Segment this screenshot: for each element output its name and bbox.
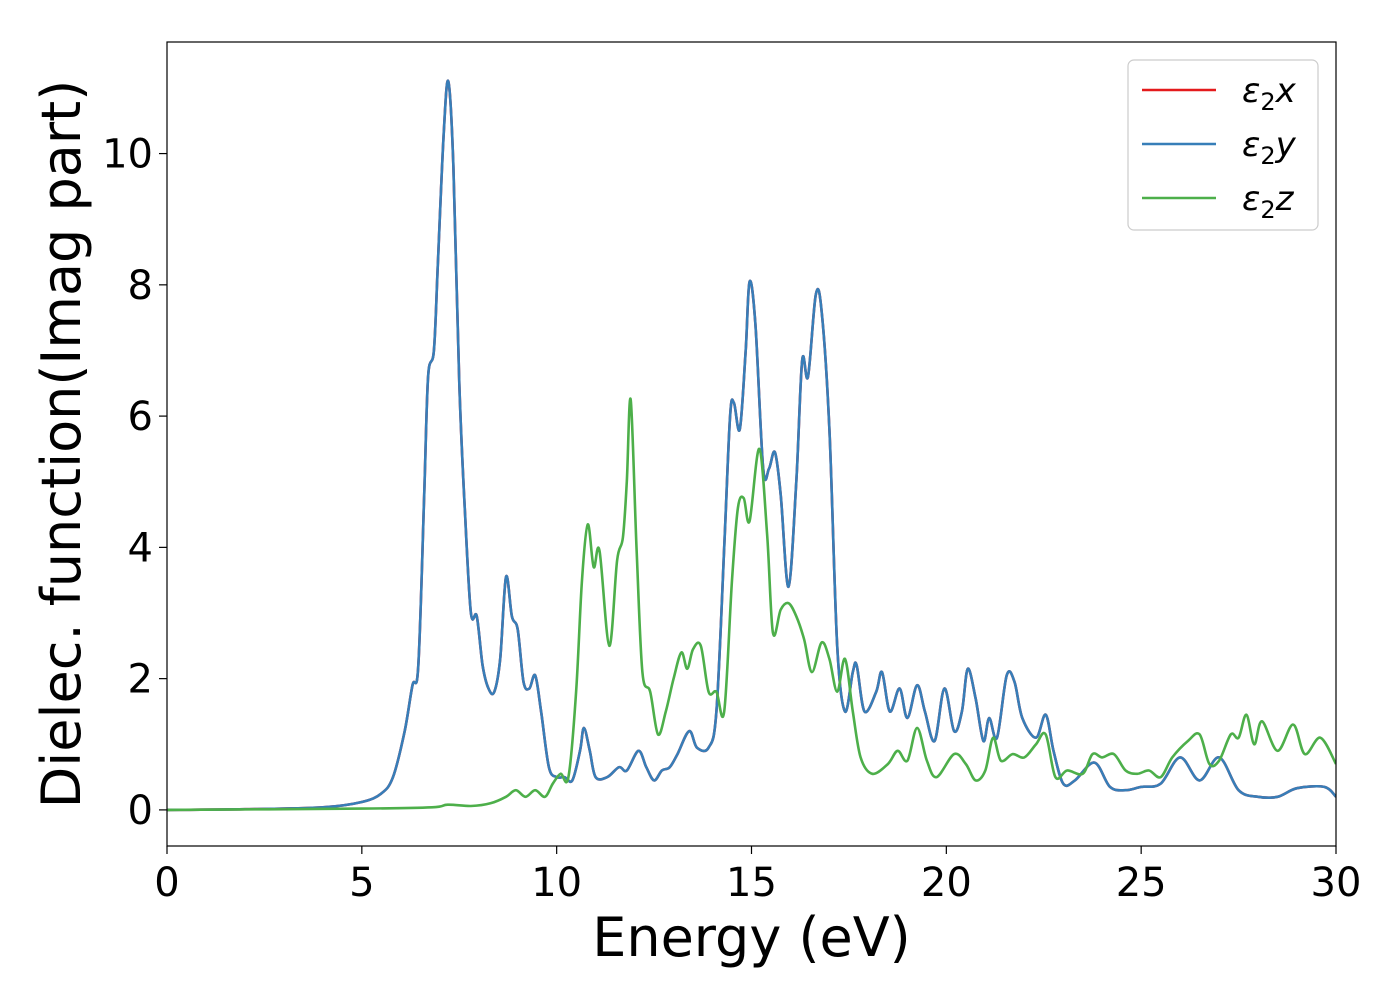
legend-axis: y <box>1275 125 1297 165</box>
x-axis-title: Energy (eV) <box>592 906 911 969</box>
y-tick-label: 6 <box>128 394 153 440</box>
x-tick-label: 10 <box>531 860 582 906</box>
x-tick-label: 30 <box>1311 860 1362 906</box>
legend-box <box>1127 59 1319 231</box>
y-axis: 0 2 4 6 8 10 <box>102 132 167 834</box>
y-tick-label: 4 <box>128 525 153 571</box>
x-tick-label: 0 <box>154 860 179 906</box>
legend-label-z: ε2z <box>1242 179 1295 224</box>
legend-axis: x <box>1275 71 1297 111</box>
series-line-z <box>167 397 1336 812</box>
legend-symbol: ε <box>1242 71 1260 111</box>
legend-symbol: ε <box>1242 179 1260 219</box>
series-lines <box>167 79 1336 812</box>
y-tick-label: 10 <box>102 132 153 178</box>
series-line-y <box>167 79 1336 812</box>
x-tick-label: 5 <box>349 860 374 906</box>
y-axis-title: Dielec. function(Imag part) <box>30 80 93 809</box>
y-tick-label: 0 <box>128 788 153 834</box>
x-tick-label: 15 <box>726 860 777 906</box>
y-tick-label: 2 <box>128 657 153 703</box>
legend-label-y: ε2y <box>1242 125 1297 170</box>
x-axis: 0 5 10 15 20 25 30 <box>154 846 1361 906</box>
legend-subscript: 2 <box>1260 196 1275 224</box>
y-tick-label: 8 <box>128 263 153 309</box>
legend-axis: z <box>1275 179 1295 219</box>
legend-label-x: ε2x <box>1242 71 1297 116</box>
x-tick-label: 25 <box>1116 860 1167 906</box>
legend-subscript: 2 <box>1260 88 1275 116</box>
x-tick-label: 20 <box>921 860 972 906</box>
legend-subscript: 2 <box>1260 142 1275 170</box>
legend-symbol: ε <box>1242 125 1260 165</box>
